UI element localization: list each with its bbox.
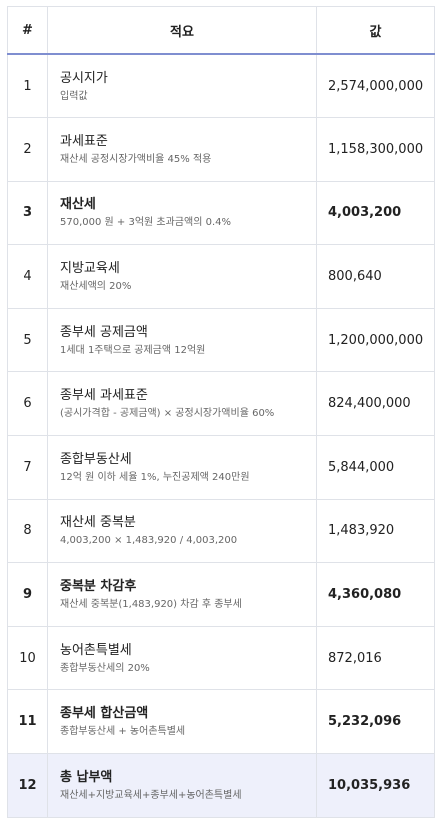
table-row: 5 종부세 공제금액 1세대 1주택으로 공제금액 12억원 1,200,000,00…	[7, 307, 435, 373]
row-value: 1,158,300,000	[316, 117, 435, 182]
row-title: 중복분 차감후	[60, 579, 137, 595]
row-title: 공시지가	[60, 70, 108, 86]
table-header: # 적요 값	[7, 6, 435, 55]
row-description: 종부세 공제금액 1세대 1주택으로 공제금액 12억원	[47, 307, 317, 373]
tax-calculation-table: # 적요 값 1 공시지가 입력값 2,574,000,000 2 과세표준 재산세 공정시…	[7, 6, 435, 818]
row-subtitle: 종합부동산세의 20%	[60, 662, 150, 674]
header-row: # 적요 값	[7, 6, 435, 55]
row-subtitle: 입력값	[60, 90, 88, 102]
row-value: 4,360,080	[316, 562, 435, 627]
tax-calculation-table-container: # 적요 값 1 공시지가 입력값 2,574,000,000 2 과세표준 재산세 공정시…	[7, 6, 435, 818]
row-number: 1	[7, 53, 48, 119]
row-title: 지방교육세	[60, 261, 120, 277]
row-number: 5	[7, 307, 48, 373]
table-body: 1 공시지가 입력값 2,574,000,000 2 과세표준 재산세 공정시장가액비율 4…	[7, 53, 435, 818]
row-number: 6	[7, 371, 48, 437]
header-value: 값	[316, 6, 435, 55]
row-subtitle: 1세대 1주택으로 공제금액 12억원	[60, 344, 206, 356]
row-value: 824,400,000	[316, 371, 435, 437]
row-value: 872,016	[316, 625, 435, 691]
row-subtitle: 종합부동산세 + 농어촌특별세	[60, 726, 186, 738]
row-number: 11	[7, 689, 48, 755]
row-value: 2,574,000,000	[316, 53, 435, 119]
row-subtitle: 재산세액의 20%	[60, 281, 132, 293]
row-title: 종부세 공제금액	[60, 324, 148, 340]
row-subtitle: (공시가격합 - 공제금액) × 공정시장가액비율 60%	[60, 408, 275, 420]
table-row: 11 종부세 합산금액 종합부동산세 + 농어촌특별세 5,232,096	[7, 689, 435, 755]
row-value: 5,844,000	[316, 435, 435, 500]
table-row: 10 농어촌특별세 종합부동산세의 20% 872,016	[7, 625, 435, 691]
row-value: 4,003,200	[316, 180, 435, 246]
row-title: 농어촌특별세	[60, 642, 132, 658]
row-subtitle: 570,000 원 + 3억원 초과금액의 0.4%	[60, 217, 231, 229]
row-value: 1,200,000,000	[316, 307, 435, 373]
row-description: 종합부동산세 12억 원 이하 세율 1%, 누진공제액 240만원	[47, 435, 317, 500]
table-row: 4 지방교육세 재산세액의 20% 800,640	[7, 244, 435, 309]
row-subtitle: 12억 원 이하 세율 1%, 누진공제액 240만원	[60, 471, 250, 483]
row-number: 4	[7, 244, 48, 309]
row-title: 종합부동산세	[60, 451, 132, 467]
row-description: 재산세 중복분 4,003,200 × 1,483,920 / 4,003,200	[47, 498, 317, 564]
row-value: 5,232,096	[316, 689, 435, 755]
header-num: #	[7, 6, 48, 55]
row-description: 종부세 과세표준 (공시가격합 - 공제금액) × 공정시장가액비율 60%	[47, 371, 317, 437]
row-number: 12	[7, 753, 48, 818]
row-description: 재산세 570,000 원 + 3억원 초과금액의 0.4%	[47, 180, 317, 246]
row-subtitle: 재산세 공정시장가액비율 45% 적용	[60, 153, 212, 165]
header-description: 적요	[47, 6, 317, 55]
table-row: 12 총 납부액 재산세+지방교육세+종부세+농어촌특별세 10,035,936	[7, 753, 435, 818]
row-value: 800,640	[316, 244, 435, 309]
row-title: 재산세 중복분	[60, 515, 136, 531]
table-row: 2 과세표준 재산세 공정시장가액비율 45% 적용 1,158,300,000	[7, 117, 435, 182]
row-title: 재산세	[60, 197, 96, 213]
row-title: 총 납부액	[60, 769, 113, 785]
table-row: 8 재산세 중복분 4,003,200 × 1,483,920 / 4,003,20…	[7, 498, 435, 564]
row-value: 1,483,920	[316, 498, 435, 564]
row-subtitle: 재산세+지방교육세+종부세+농어촌특별세	[60, 789, 242, 801]
row-subtitle: 4,003,200 × 1,483,920 / 4,003,200	[60, 535, 238, 547]
row-number: 10	[7, 625, 48, 691]
row-number: 7	[7, 435, 48, 500]
row-value: 10,035,936	[316, 753, 435, 818]
table-row: 6 종부세 과세표준 (공시가격합 - 공제금액) × 공정시장가액비율 60% 82…	[7, 371, 435, 437]
table-row: 1 공시지가 입력값 2,574,000,000	[7, 53, 435, 119]
row-title: 종부세 과세표준	[60, 388, 148, 404]
row-number: 2	[7, 117, 48, 182]
row-number: 8	[7, 498, 48, 564]
table-row: 7 종합부동산세 12억 원 이하 세율 1%, 누진공제액 240만원 5,844,…	[7, 435, 435, 500]
table-row: 3 재산세 570,000 원 + 3억원 초과금액의 0.4% 4,003,200	[7, 180, 435, 246]
row-subtitle: 재산세 중복분(1,483,920) 차감 후 종부세	[60, 599, 242, 611]
row-title: 과세표준	[60, 133, 108, 149]
table-row: 9 중복분 차감후 재산세 중복분(1,483,920) 차감 후 종부세 4,360…	[7, 562, 435, 627]
row-title: 종부세 합산금액	[60, 706, 149, 722]
row-number: 3	[7, 180, 48, 246]
row-number: 9	[7, 562, 48, 627]
